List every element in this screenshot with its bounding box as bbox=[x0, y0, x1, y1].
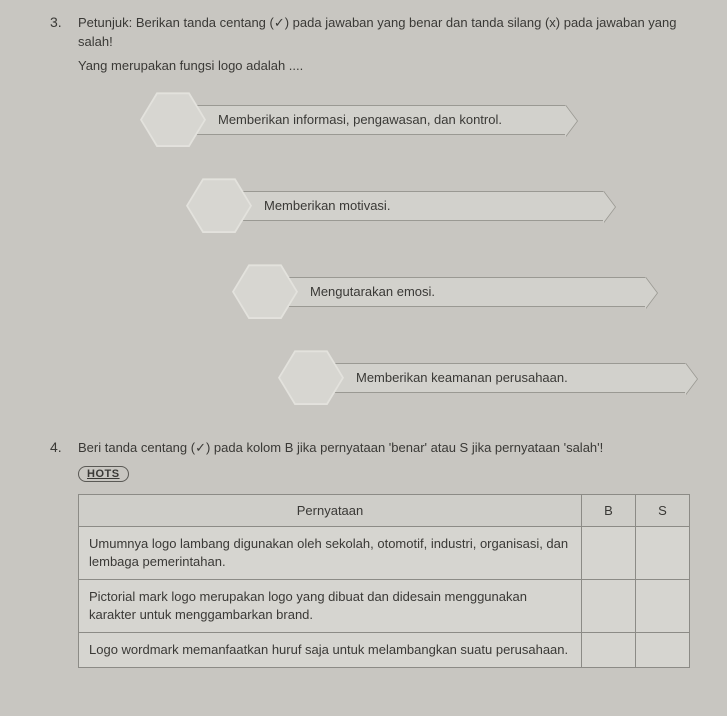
option-bar: Memberikan motivasi. bbox=[242, 191, 604, 221]
hexagon-icon bbox=[278, 349, 344, 407]
col-header-statement: Pernyataan bbox=[79, 494, 582, 526]
table-row: Umumnya logo lambang digunakan oleh seko… bbox=[79, 526, 690, 579]
option-bar: Memberikan keamanan perusahaan. bbox=[334, 363, 686, 393]
cell-b[interactable] bbox=[582, 579, 636, 632]
cell-b[interactable] bbox=[582, 526, 636, 579]
question-4: 4. Beri tanda centang (✓) pada kolom B j… bbox=[50, 439, 693, 669]
col-header-b: B bbox=[582, 494, 636, 526]
option-text: Memberikan informasi, pengawasan, dan ko… bbox=[218, 112, 502, 127]
statement-cell: Logo wordmark memanfaatkan huruf saja un… bbox=[79, 633, 582, 668]
question-3: 3. Petunjuk: Berikan tanda centang (✓) p… bbox=[50, 14, 693, 435]
q4-table-body: Umumnya logo lambang digunakan oleh seko… bbox=[79, 526, 690, 668]
hexagon-icon bbox=[232, 263, 298, 321]
q3-prompt: Yang merupakan fungsi logo adalah .... bbox=[78, 58, 693, 73]
statement-cell: Pictorial mark logo merupakan logo yang … bbox=[79, 579, 582, 632]
q3-option[interactable]: Memberikan informasi, pengawasan, dan ko… bbox=[78, 91, 693, 149]
q3-options: Memberikan informasi, pengawasan, dan ko… bbox=[78, 91, 693, 407]
option-text: Mengutarakan emosi. bbox=[310, 284, 435, 299]
q3-option[interactable]: Mengutarakan emosi. bbox=[78, 263, 693, 321]
option-text: Memberikan motivasi. bbox=[264, 198, 390, 213]
statement-cell: Umumnya logo lambang digunakan oleh seko… bbox=[79, 526, 582, 579]
q3-number: 3. bbox=[50, 14, 78, 435]
cell-s[interactable] bbox=[636, 526, 690, 579]
q4-number: 4. bbox=[50, 439, 78, 669]
q4-instruction: Beri tanda centang (✓) pada kolom B jika… bbox=[78, 439, 693, 458]
q3-instruction: Petunjuk: Berikan tanda centang (✓) pada… bbox=[78, 14, 693, 52]
option-bar: Memberikan informasi, pengawasan, dan ko… bbox=[196, 105, 566, 135]
hexagon-icon bbox=[140, 91, 206, 149]
q3-option[interactable]: Memberikan motivasi. bbox=[78, 177, 693, 235]
table-row: Logo wordmark memanfaatkan huruf saja un… bbox=[79, 633, 690, 668]
option-text: Memberikan keamanan perusahaan. bbox=[356, 370, 568, 385]
cell-s[interactable] bbox=[636, 579, 690, 632]
table-row: Pictorial mark logo merupakan logo yang … bbox=[79, 579, 690, 632]
col-header-s: S bbox=[636, 494, 690, 526]
hexagon-icon bbox=[186, 177, 252, 235]
cell-b[interactable] bbox=[582, 633, 636, 668]
q3-option[interactable]: Memberikan keamanan perusahaan. bbox=[78, 349, 693, 407]
option-bar: Mengutarakan emosi. bbox=[288, 277, 646, 307]
cell-s[interactable] bbox=[636, 633, 690, 668]
hots-badge: HOTS bbox=[78, 466, 129, 482]
q4-table: Pernyataan B S Umumnya logo lambang digu… bbox=[78, 494, 690, 669]
